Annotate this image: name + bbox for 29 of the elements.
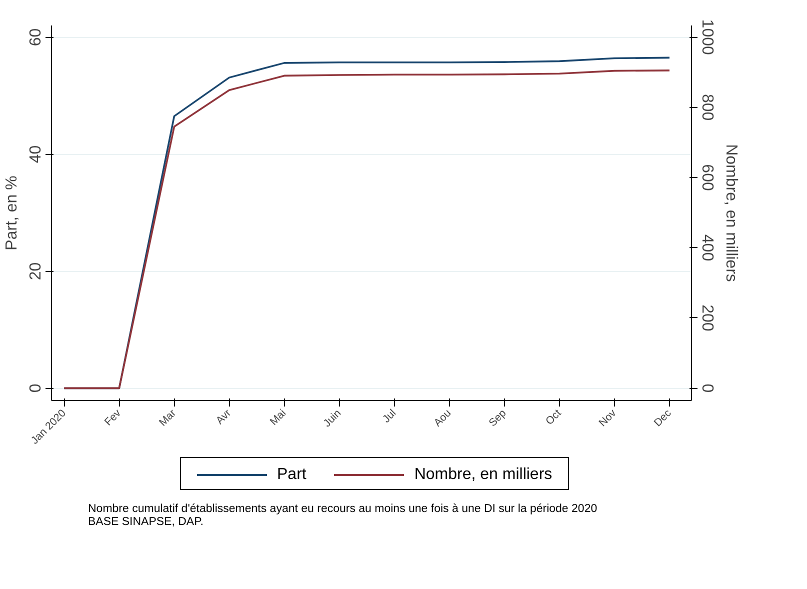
y2-tick-label: 800	[698, 94, 716, 121]
text: Nombre cumulatif d'établissements ayant eu recours au moins une fois à une DI sur la période 2020	[88, 503, 598, 516]
y2-axis-title: Nombre, en milliers	[722, 144, 740, 282]
x-tick-label: Mar	[156, 406, 179, 429]
x-tick-label: Sep	[486, 407, 509, 430]
legend-item: Nombre, en milliers	[334, 464, 552, 486]
x-tick-label: Aou	[432, 407, 454, 430]
y2-tick-label: 400	[698, 234, 716, 262]
y2-tick-label: 0	[698, 384, 716, 393]
y2-tick-label: 200	[698, 304, 716, 332]
text: BASE SINAPSE, DAP.	[88, 516, 204, 528]
y2-tick-label: 600	[698, 164, 716, 191]
legend-label: Nombre, en milliers	[414, 464, 552, 485]
y2-tick-label: 1000	[698, 19, 716, 55]
x-tick-label: Nov	[596, 406, 620, 430]
x-tick-label: Dec	[652, 406, 674, 430]
x-tick-label: Fev	[102, 406, 124, 428]
x-tick-label: Juin	[321, 407, 344, 430]
y-axis-title: Part, en %	[4, 176, 20, 250]
y-tick-label: 40	[28, 145, 44, 164]
y-tick-label: 60	[28, 28, 44, 46]
y-tick-label: 20	[28, 262, 44, 280]
legend-item: Part	[197, 464, 306, 486]
legend-label: Part	[277, 464, 306, 485]
x-tick-label: Avr	[214, 406, 234, 427]
y-tick-label: 0	[28, 384, 44, 393]
x-tick-label: Oct	[543, 407, 564, 428]
x-tick-label: Jul	[380, 407, 399, 426]
x-tick-label: Mai	[268, 407, 289, 428]
